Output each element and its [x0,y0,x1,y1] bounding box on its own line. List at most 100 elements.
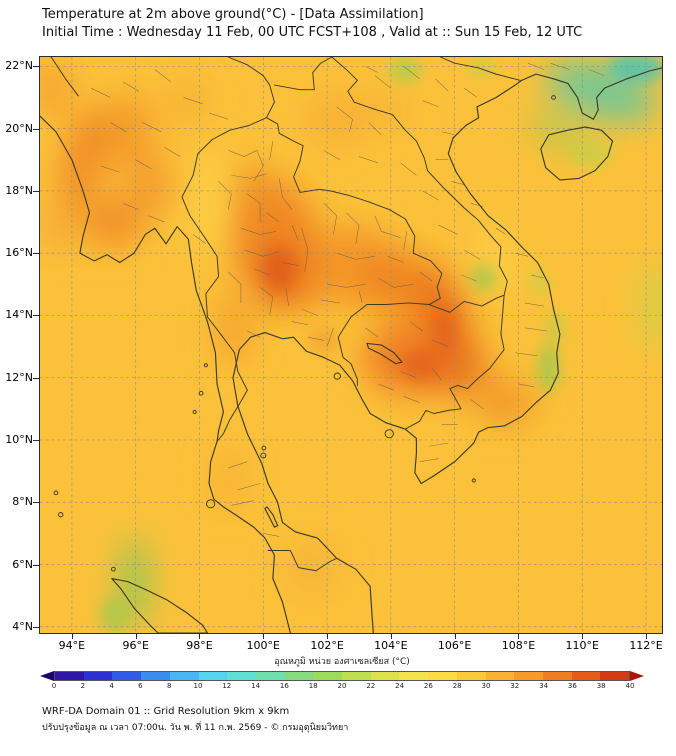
colorbar-segment [600,672,630,680]
colorbar-segment [485,672,515,680]
temperature-blob [228,162,280,226]
province-borders [90,62,605,537]
colorbar-tick-label: 30 [481,682,491,690]
colorbar-tick-label: 26 [423,682,433,690]
temperature-blob [282,536,340,599]
colorbar-tick-label: 8 [166,682,172,690]
lon-axis-tick [71,634,73,639]
colorbar-tick-label: 20 [337,682,347,690]
temperature-blob [389,57,422,82]
country-borders [50,57,521,572]
colorbar-segment [83,672,113,680]
colorbar-segment [284,672,314,680]
colorbar-tick-label: 4 [109,682,114,690]
temperature-blob [164,81,210,120]
footer: WRF-DA Domain 01 :: Grid Resolution 9km … [42,706,348,734]
small-islands [53,95,556,572]
lon-axis-label: 112°E [629,639,663,652]
temperature-blob [40,60,72,117]
colorbar-tick-label: 40 [625,682,635,690]
temperature-blob [194,153,230,254]
lat-axis-label: 10°N [5,432,33,446]
colorbar-segment [399,672,429,680]
temperature-blob [304,92,369,146]
lon-axis-label: 100°E [246,639,280,652]
temperature-blob [83,195,144,249]
temperature-map [40,57,662,633]
colorbar-tick-label: 22 [366,682,376,690]
colorbar-segment [571,672,601,680]
temperature-blob [400,349,439,381]
colorbar-title: อุณหภูมิ หน่วย องศาเซลเซียส (°C) [274,657,410,667]
temperature-blob [470,265,497,291]
colorbar-segment [141,672,170,680]
map-subtitle: Initial Time : Wednesday 11 Feb, 00 UTC … [42,25,583,41]
footer-model-info: WRF-DA Domain 01 :: Grid Resolution 9km … [42,706,290,717]
lon-axis-tick [199,634,201,639]
colorbar-tick-label: 16 [279,682,289,690]
temperature-blob [61,107,105,212]
map-plot-frame [39,56,663,634]
colorbar-tick-label: 6 [138,682,143,690]
colorbar-segment [514,672,543,680]
temperature-blob [212,446,245,515]
temperature-blob [476,224,520,294]
coastline-hainan-island [540,126,614,181]
colorbar-bar [40,671,644,681]
lon-axis-label: 110°E [565,639,599,652]
colorbar-tick-label: 32 [510,682,520,690]
colorbar-tick-label: 36 [567,682,577,690]
temperature-blob [467,58,497,78]
lat-axis-label: 22°N [5,59,33,73]
temperature-blob [263,246,296,291]
colorbar-segments [54,671,630,681]
temperature-blob [43,200,76,257]
coastline-mainland [40,67,662,633]
colorbar-segment [342,672,371,680]
colorbar-left-arrow [40,671,54,681]
temperature-blob [363,91,412,129]
gridlines [40,57,662,633]
lon-axis-label: 106°E [437,639,472,652]
map-title: Temperature at 2m above ground(°C) - [Da… [42,7,424,22]
lat-axis-label: 14°N [5,308,33,322]
lon-axis-tick [646,634,648,639]
lon-axis-tick [454,634,456,639]
colorbar-segment [198,672,228,680]
colorbar-tick-label: 10 [193,682,203,690]
colorbar-tick-label: 18 [308,682,318,690]
colorbar-segment [255,672,285,680]
lon-axis-tick [582,634,584,639]
lat-axis-label: 16°N [5,246,33,260]
colorbar-tick-label: 28 [452,682,462,690]
lon-axis-tick [390,634,392,639]
lon-axis-tick [135,634,137,639]
lon-axis-label: 94°E [58,639,86,652]
colorbar-tick-label: 2 [80,682,86,690]
temperature-blob [639,262,662,350]
temperature-field-blobs-small [99,57,662,633]
colorbar-segment [227,672,256,680]
lon-axis-label: 96°E [122,639,149,652]
temperature-blob [99,597,128,633]
temperature-blob [118,536,151,630]
colorbar-tick-label: 38 [596,682,606,690]
lon-axis-label: 102°E [310,639,344,652]
colorbar-tick-labels: 0 2 4 6 8 10 12 14 16 18 20 22 24 26 28 30 32 34 36 38 40 [40,682,644,692]
footer-update-info: ปรับปรุงข้อมูล ณ เวลา 07:00น. วัน พ. ที่… [42,723,349,733]
lat-axis-label: 12°N [5,370,33,384]
lon-axis-tick [327,634,329,639]
lon-axis-label: 108°E [501,639,536,652]
colorbar-tick-label: 34 [539,682,549,690]
coastline-sumatra [111,577,209,633]
lat-axis-label: 20°N [5,121,33,135]
temperature-blob [475,379,537,426]
temperature-blob [215,288,254,367]
colorbar-segment [370,672,400,680]
colorbar-tick-label: 24 [395,682,405,690]
header: Temperature at 2m above ground(°C) - [Da… [42,6,582,42]
temperature-blob [528,112,585,152]
colorbar-tick-label: 12 [222,682,232,690]
colorbar-segment [112,672,142,680]
